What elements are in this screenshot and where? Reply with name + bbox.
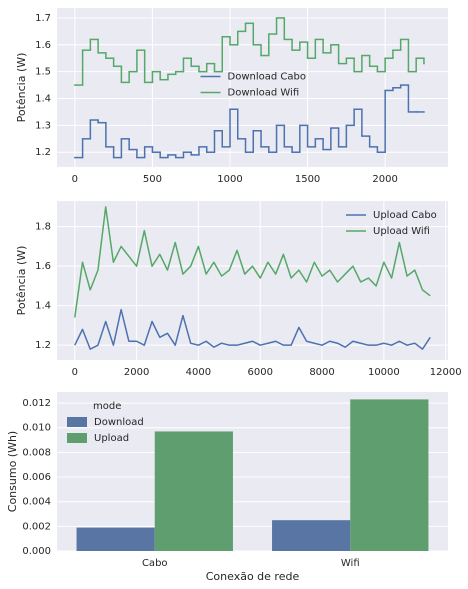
- y-axis-label: Potência (W): [15, 246, 28, 316]
- line: [74, 308, 431, 350]
- y-tick-label: 1.7: [35, 13, 51, 24]
- y-tick-label: 0.002: [22, 521, 51, 532]
- y-axis-label: Potência (W): [15, 53, 28, 123]
- y-tick-label: 0.010: [22, 423, 51, 434]
- y-tick-label: 0.008: [22, 447, 51, 458]
- y-tick-label: 1.2: [35, 147, 51, 158]
- y-tick-label: 0.000: [22, 546, 51, 557]
- y-tick-label: 0.004: [22, 497, 51, 508]
- x-tick-label: 8000: [309, 367, 334, 378]
- x-tick-label: 12000: [430, 367, 462, 378]
- legend-swatch: [67, 433, 87, 443]
- x-tick-label: 10000: [368, 367, 400, 378]
- x-tick-label: 1000: [217, 174, 242, 185]
- y-tick-label: 1.3: [35, 120, 51, 131]
- legend-label: Download Cabo: [228, 72, 306, 83]
- x-tick-label: 2000: [124, 367, 149, 378]
- x-tick-label: 0: [72, 367, 78, 378]
- x-tick-label: 1500: [295, 174, 320, 185]
- y-tick-label: 1.5: [35, 67, 51, 78]
- legend-swatch: [67, 417, 87, 427]
- y-axis-label: Consumo (Wh): [6, 431, 19, 512]
- plot-area: [57, 201, 448, 360]
- bar: [272, 520, 351, 551]
- y-tick-label: 0.006: [22, 472, 51, 483]
- bar: [350, 399, 429, 551]
- x-axis-label: Conexão de rede: [206, 570, 300, 583]
- x-tick-label: 0: [72, 174, 78, 185]
- legend-label: Upload: [94, 433, 129, 444]
- y-tick-label: 1.4: [35, 94, 51, 105]
- x-tick-label: 6000: [248, 367, 273, 378]
- legend-label: Upload Cabo: [373, 210, 437, 221]
- bar: [76, 527, 155, 551]
- y-tick-label: 1.6: [35, 261, 51, 272]
- x-tick-label: Wifi: [341, 558, 360, 569]
- plot-area: [57, 8, 448, 167]
- legend-label: Upload Wifi: [373, 226, 430, 237]
- x-tick-label: 500: [143, 174, 162, 185]
- y-tick-label: 0.012: [22, 398, 51, 409]
- x-tick-label: 2000: [372, 174, 397, 185]
- y-tick-label: 1.2: [35, 340, 51, 351]
- y-tick-label: 1.8: [35, 222, 51, 233]
- legend-label: Download: [94, 417, 144, 428]
- line: [74, 206, 431, 318]
- x-tick-label: Cabo: [142, 558, 168, 569]
- y-tick-label: 1.6: [35, 40, 51, 51]
- x-tick-label: 4000: [186, 367, 211, 378]
- y-tick-label: 1.4: [35, 301, 51, 312]
- legend-title: mode: [93, 401, 121, 412]
- legend-label: Download Wifi: [228, 88, 300, 99]
- bar: [154, 431, 233, 551]
